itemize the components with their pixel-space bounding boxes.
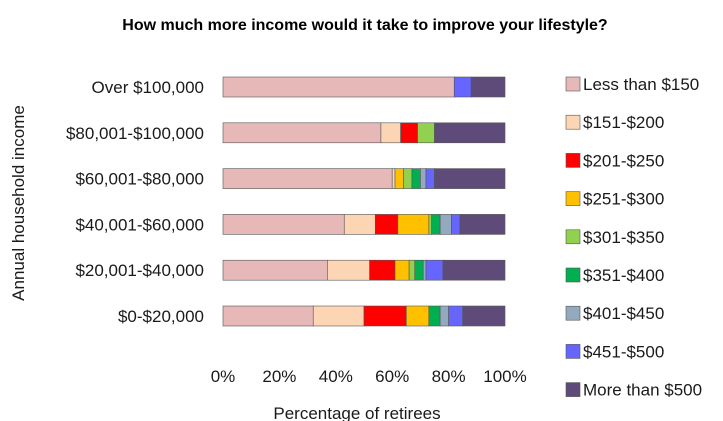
category-label: $0-$20,000 xyxy=(118,307,204,326)
legend-swatch xyxy=(565,267,581,283)
bar-segment-row4-series5 xyxy=(414,259,424,281)
bar-segment-row5-series6 xyxy=(439,305,449,327)
legend-swatch xyxy=(565,153,581,168)
bar-segment-row2-series1 xyxy=(391,168,396,189)
bar-segment-row1-series8 xyxy=(434,122,506,144)
bar-segment-row1-series1 xyxy=(380,122,401,144)
bar-segment-row3-series3 xyxy=(397,214,430,235)
legend-swatch xyxy=(565,76,581,92)
legend-label: Less than $150 xyxy=(583,75,699,94)
y-axis-title: Annual household income xyxy=(9,105,28,301)
chart-title: How much more income would it take to im… xyxy=(122,17,607,34)
x-tick-label: 60% xyxy=(375,367,409,386)
x-axis-title: Percentage of retirees xyxy=(273,404,440,421)
bar-segment-row5-series5 xyxy=(428,305,441,327)
x-tick-label: 40% xyxy=(319,367,353,386)
x-tick-label: 100% xyxy=(483,367,526,386)
legend-swatch xyxy=(565,229,581,245)
legend-label: $251-$300 xyxy=(583,190,664,209)
legend-label: $451-$500 xyxy=(583,342,664,361)
bar-segment-row3-series6 xyxy=(439,214,452,235)
bar-segment-row3-series1 xyxy=(343,214,376,235)
bar-segment-row3-series4 xyxy=(428,214,432,235)
bar-segment-row3-series8 xyxy=(459,214,506,235)
legend-swatch xyxy=(565,344,581,359)
bar-segment-row0-series8 xyxy=(470,76,506,98)
x-tick-label: 80% xyxy=(432,367,466,386)
bars-group xyxy=(222,76,506,327)
bar-segment-row4-series4 xyxy=(408,259,416,281)
legend-swatch xyxy=(565,305,581,321)
category-label: $60,001-$80,000 xyxy=(75,170,204,189)
legend-label: $151-$200 xyxy=(583,113,664,132)
bar-segment-row5-series1 xyxy=(312,305,365,327)
bar-segment-row2-series4 xyxy=(403,168,413,189)
category-labels: Over $100,000 $80,001-$100,000 $60,001-$80… xyxy=(66,78,204,326)
legend-swatch xyxy=(565,191,581,206)
bar-segment-row4-series0 xyxy=(222,259,328,281)
x-tick-label: 20% xyxy=(262,367,296,386)
bar-segment-row4-series7 xyxy=(425,259,444,281)
x-axis-ticks: 0% 20% 40% 60% 80% 100% xyxy=(211,367,527,386)
bar-segment-row1-series4 xyxy=(417,122,435,144)
bar-segment-row4-series3 xyxy=(394,259,410,281)
bar-segment-row2-series7 xyxy=(425,168,435,189)
legend-label: More than $500 xyxy=(583,381,702,400)
bar-segment-row4-series2 xyxy=(369,259,396,281)
category-label: $80,001-$100,000 xyxy=(66,124,204,143)
bar-segment-row2-series8 xyxy=(434,168,506,189)
legend-swatch xyxy=(565,382,581,397)
legend-label: $401-$450 xyxy=(583,304,664,323)
x-tick-label: 0% xyxy=(211,367,236,386)
category-label: $20,001-$40,000 xyxy=(75,261,204,280)
category-label: Over $100,000 xyxy=(92,78,204,97)
legend-label: $301-$350 xyxy=(583,228,664,247)
bar-segment-row3-series2 xyxy=(374,214,399,235)
bar-segment-row2-series5 xyxy=(411,168,421,189)
bar-segment-row5-series3 xyxy=(405,305,430,327)
bar-segment-row2-series3 xyxy=(394,168,404,189)
bar-segment-row0-series0 xyxy=(222,76,455,98)
legend-swatch xyxy=(565,114,581,130)
bar-segment-row3-series0 xyxy=(222,214,345,235)
legend-label: $201-$250 xyxy=(583,151,664,170)
bar-segment-row1-series0 xyxy=(222,122,382,144)
bar-segment-row5-series2 xyxy=(363,305,407,327)
bar-segment-row1-series2 xyxy=(400,122,418,144)
bar-segment-row3-series5 xyxy=(431,214,441,235)
legend: Less than $150 $151-$200 $201-$250 $251-$30… xyxy=(565,75,702,400)
bar-segment-row5-series8 xyxy=(462,305,506,327)
bar-segment-row5-series7 xyxy=(448,305,464,327)
bar-segment-row5-series0 xyxy=(222,305,314,327)
bar-segment-row0-series7 xyxy=(453,76,472,98)
bar-segment-row4-series1 xyxy=(327,259,370,281)
bar-segment-row2-series6 xyxy=(420,168,427,189)
bar-segment-row2-series0 xyxy=(222,168,393,189)
legend-label: $351-$400 xyxy=(583,266,664,285)
bar-segment-row4-series6 xyxy=(422,259,427,281)
bar-segment-row4-series8 xyxy=(442,259,506,281)
bar-segment-row3-series7 xyxy=(451,214,461,235)
category-label: $40,001-$60,000 xyxy=(75,215,204,234)
